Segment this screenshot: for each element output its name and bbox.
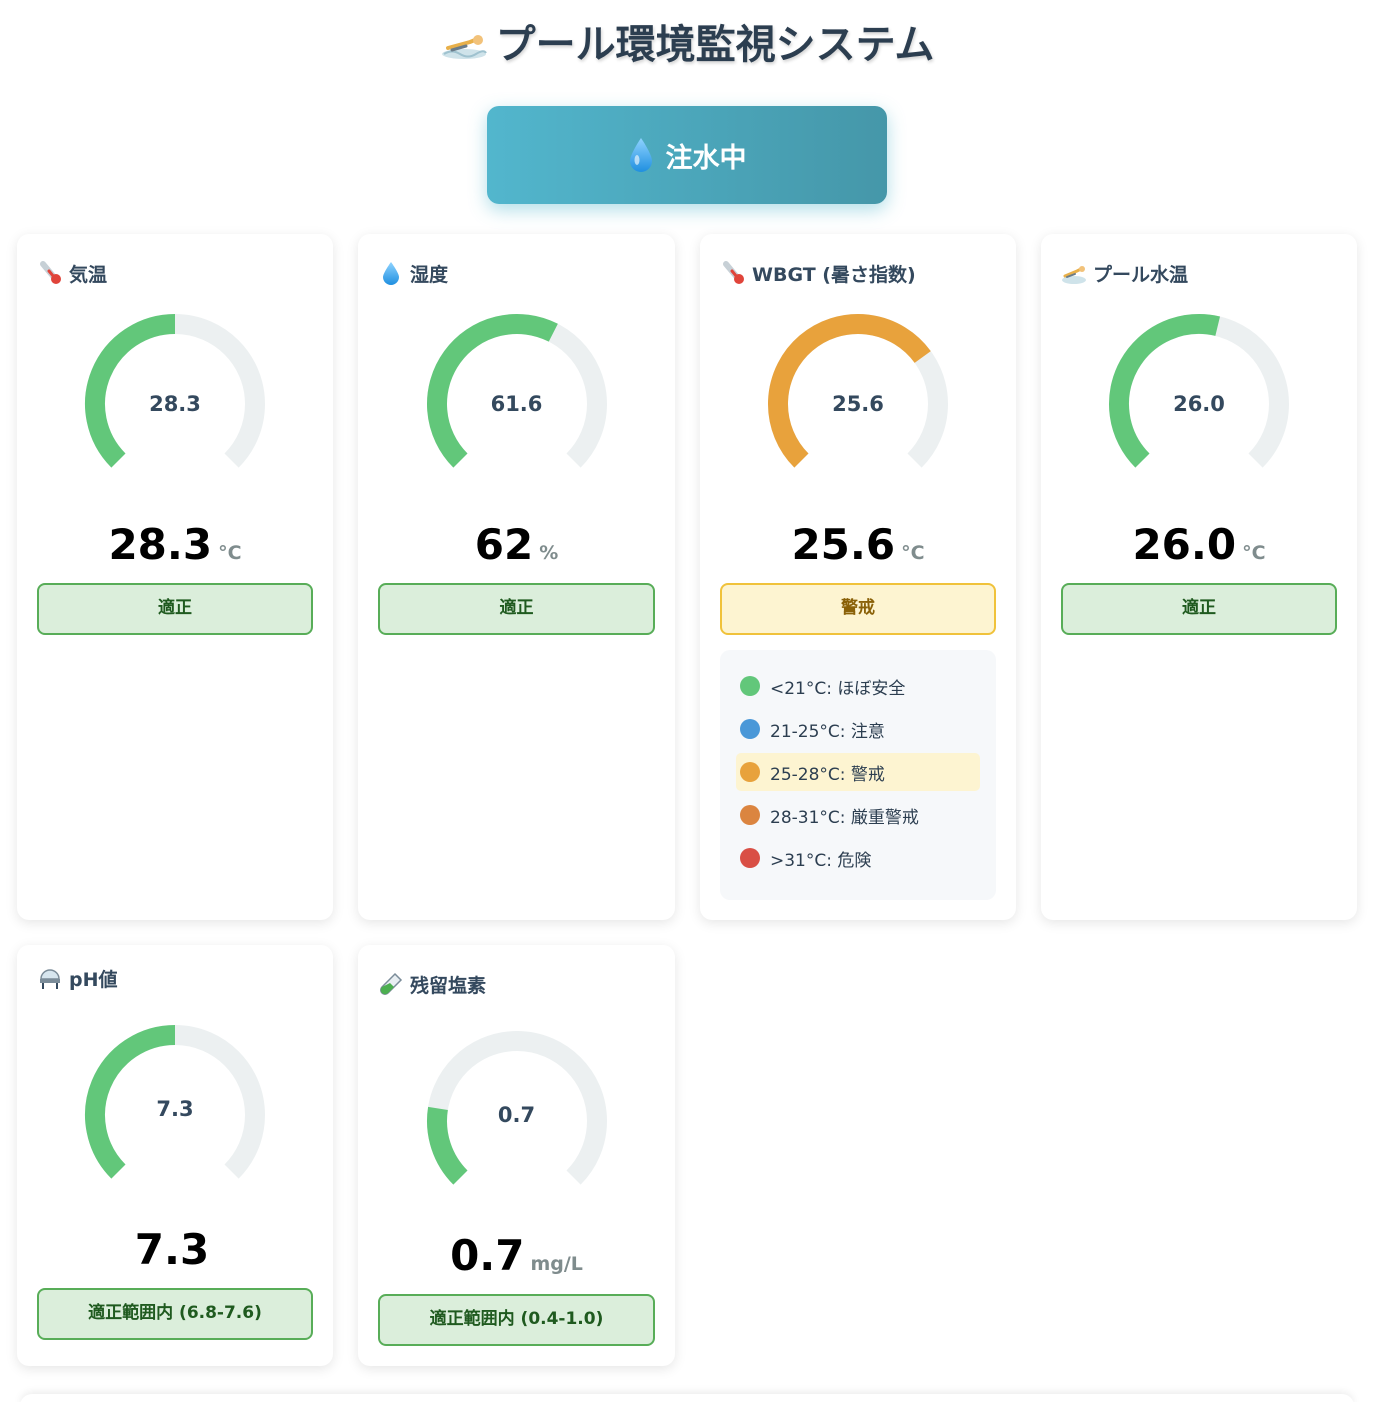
- gauge-value-label: 26.0: [1173, 392, 1225, 416]
- legend-dot: [740, 848, 760, 868]
- wbgt-legend: <21°C: ほぼ安全 21-25°C: 注意 25-28°C: 警戒 28-3…: [720, 650, 996, 900]
- gauge-fill: [426, 1106, 468, 1185]
- pool-water-temperature-value: 26.0 °C: [1041, 520, 1357, 569]
- card-title: 気温: [69, 263, 108, 286]
- test-tube-icon: [380, 972, 403, 995]
- water-drop-icon: [629, 138, 652, 172]
- legend-item-severe: 28-31°C: 厳重警戒: [736, 796, 980, 834]
- legend-item-danger: >31°C: 危険: [736, 839, 980, 877]
- legend-item-safe: <21°C: ほぼ安全: [736, 667, 980, 705]
- gauge-fill: [426, 314, 558, 468]
- flask-icon: [40, 969, 60, 989]
- wbgt-gauge: 25.6: [700, 304, 1016, 504]
- legend-dot: [740, 719, 760, 739]
- value-number: 0.7: [450, 1231, 525, 1280]
- value-number: 28.3: [108, 520, 213, 569]
- value-unit: °C: [218, 542, 242, 564]
- value-unit: mg/L: [530, 1253, 583, 1275]
- gauge-value-label: 61.6: [490, 392, 543, 416]
- gauge-value-label: 7.3: [156, 1097, 194, 1121]
- status-badge: 適正: [37, 583, 313, 635]
- pool-water-temperature-card: プール水温 26.0 26.0 °C 適正: [1041, 234, 1357, 920]
- legend-label: <21°C: ほぼ安全: [770, 678, 906, 699]
- residual-chlorine-header: 残留塩素: [378, 971, 486, 997]
- status-button-label: 注水中: [665, 142, 747, 174]
- air-temperature-value: 28.3 °C: [17, 520, 333, 569]
- bottom-panel-edge: [20, 1394, 1354, 1402]
- value-unit: °C: [901, 542, 925, 564]
- value-unit: %: [539, 542, 559, 564]
- gauge-fill: [768, 314, 931, 468]
- legend-label: >31°C: 危険: [770, 850, 872, 871]
- gauge-fill: [85, 1025, 176, 1179]
- status-badge: 適正: [1061, 583, 1337, 635]
- humidity-header: 湿度: [378, 260, 448, 286]
- legend-item-warning: 25-28°C: 警戒: [736, 753, 980, 791]
- humidity-card: 湿度 61.6 62% 適正: [358, 234, 675, 920]
- legend-dot: [740, 676, 760, 696]
- value-number: 25.6: [791, 520, 896, 569]
- air-temperature-header: 気温: [37, 260, 107, 286]
- ph-header: pH値: [37, 965, 118, 991]
- card-title: 残留塩素: [410, 974, 487, 997]
- air-temperature-card: 気温 28.3 28.3 °C 適正: [17, 234, 333, 920]
- water-drop-icon: [383, 262, 399, 285]
- value-number: 26.0: [1132, 520, 1237, 569]
- gauge-fill: [85, 314, 176, 468]
- card-title: プール水温: [1093, 263, 1189, 286]
- legend-item-caution: 21-25°C: 注意: [736, 710, 980, 748]
- swimmer-icon: [1062, 266, 1086, 284]
- legend-dot: [740, 762, 760, 782]
- residual-chlorine-value: 0.7 mg/L: [358, 1231, 675, 1280]
- legend-label: 21-25°C: 注意: [770, 721, 885, 742]
- pool-water-temperature-header: プール水温: [1061, 260, 1188, 286]
- legend-label: 25-28°C: 警戒: [770, 764, 885, 785]
- value-number: 7.3: [134, 1225, 210, 1274]
- ph-card: pH値 7.3 7.3 適正範囲内 (6.8-7.6): [17, 945, 333, 1366]
- status-badge: 適正: [378, 583, 655, 635]
- wbgt-header: WBGT (暑さ指数): [720, 260, 916, 286]
- residual-chlorine-gauge: 0.7: [358, 1021, 675, 1221]
- gauge-value-label: 25.6: [832, 392, 884, 416]
- card-title: WBGT (暑さ指数): [752, 263, 916, 286]
- ph-gauge: 7.3: [17, 1015, 333, 1215]
- ph-value: 7.3: [17, 1225, 333, 1274]
- residual-chlorine-card: 残留塩素 0.7 0.7 mg/L 適正範囲内 (0.4-1.0): [358, 945, 675, 1366]
- status-badge: 適正範囲内 (0.4-1.0): [378, 1294, 655, 1346]
- humidity-gauge: 61.6: [358, 304, 675, 504]
- wbgt-card: WBGT (暑さ指数) 25.6 25.6 °C 警戒 <21°C: ほぼ安全 2…: [700, 234, 1016, 920]
- value-number: 62: [474, 520, 534, 569]
- thermometer-icon: [40, 261, 61, 284]
- card-title: pH値: [69, 968, 118, 991]
- gauge-fill: [1109, 314, 1221, 468]
- wbgt-value: 25.6 °C: [700, 520, 1016, 569]
- legend-label: 28-31°C: 厳重警戒: [770, 807, 919, 828]
- humidity-value: 62%: [358, 520, 675, 569]
- thermometer-icon: [723, 261, 744, 284]
- status-badge: 適正範囲内 (6.8-7.6): [37, 1288, 313, 1340]
- status-badge: 警戒: [720, 583, 996, 635]
- filling-status-button[interactable]: 注水中: [487, 106, 887, 204]
- gauge-value-label: 0.7: [497, 1103, 536, 1127]
- value-unit: °C: [1242, 542, 1266, 564]
- legend-dot: [740, 805, 760, 825]
- swimmer-icon: [441, 35, 487, 59]
- gauge-value-label: 28.3: [149, 392, 201, 416]
- air-temperature-gauge: 28.3: [17, 304, 333, 504]
- page-title-text: プール環境監視システム: [495, 22, 935, 68]
- card-title: 湿度: [410, 263, 449, 286]
- pool-water-temperature-gauge: 26.0: [1041, 304, 1357, 504]
- page-title: プール環境監視システム: [0, 18, 1374, 72]
